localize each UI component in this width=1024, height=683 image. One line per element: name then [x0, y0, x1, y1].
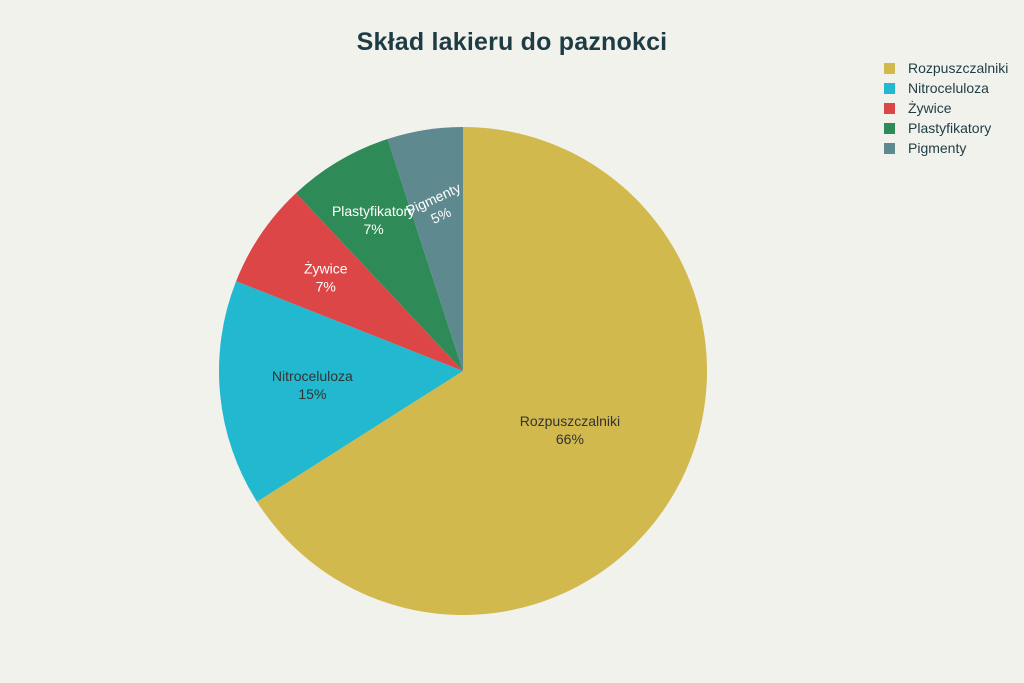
slice-value-label: 5% [428, 204, 453, 227]
legend-swatch [884, 82, 895, 94]
slice-category-label: Rozpuszczalniki [520, 413, 620, 429]
legend-label: Pigmenty [908, 140, 967, 156]
legend-item-nitroceluloza[interactable]: Nitroceluloza [884, 78, 1008, 98]
pie-slices [218, 127, 707, 616]
legend-label: Żywice [908, 100, 952, 116]
slice-value-label: 66% [556, 431, 584, 447]
legend-label: Plastyfikatory [908, 120, 992, 136]
slice-value-label: 7% [316, 279, 336, 295]
legend-item-pigmenty[interactable]: Pigmenty [884, 138, 1008, 158]
slice-label-zywice: Żywice 7% [304, 260, 348, 295]
legend-label: Nitroceluloza [908, 80, 989, 96]
legend-item-rozpuszczalniki[interactable]: Rozpuszczalniki [884, 58, 1008, 78]
chart-title: Skład lakieru do paznokci [356, 28, 668, 56]
pie-slice-zywice[interactable] [236, 193, 463, 371]
slice-value-label: 15% [298, 386, 326, 402]
pie-slice-nitroceluloza[interactable] [218, 281, 463, 502]
legend-swatch [884, 102, 895, 114]
slice-category-label: Żywice [304, 260, 348, 277]
legend: Rozpuszczalniki Nitroceluloza Żywice Plasty… [884, 58, 1008, 158]
pie-slice-rozpuszczalniki[interactable] [256, 127, 707, 616]
legend-label: Rozpuszczalniki [908, 60, 1009, 76]
slice-label-rozpuszczalniki: Rozpuszczalniki 66% [520, 413, 620, 447]
slice-label-plastyfikatory: Plastyfikatory 7% [332, 203, 415, 237]
legend-item-plastyfikatory[interactable]: Plastyfikatory [884, 118, 1008, 138]
slice-value-label: 7% [363, 221, 383, 237]
legend-swatch [884, 122, 895, 134]
pie-slice-pigmenty[interactable] [387, 127, 463, 371]
slice-label-nitroceluloza: Nitroceluloza 15% [272, 368, 353, 402]
legend-item-zywice[interactable]: Żywice [884, 98, 1008, 118]
slice-category-label: Nitroceluloza [272, 368, 353, 384]
pie-slice-plastyfikatory[interactable] [295, 138, 463, 371]
legend-swatch [884, 62, 895, 74]
slice-category-label: Plastyfikatory [332, 203, 415, 219]
legend-swatch [884, 142, 895, 154]
